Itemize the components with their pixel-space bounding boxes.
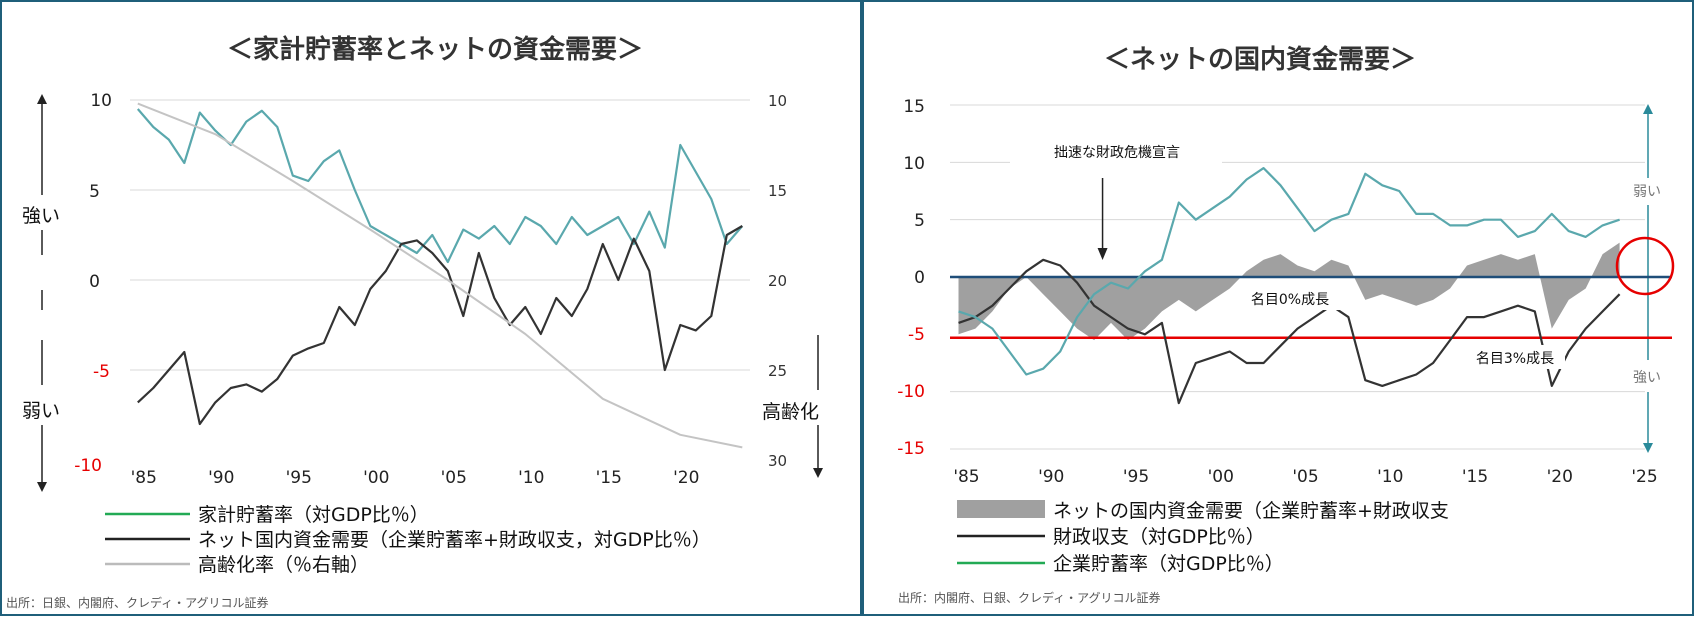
right-x-tick: '85: [953, 467, 979, 487]
legend-label-aging: 高齢化率（％右軸）: [198, 554, 369, 576]
right-chart-title: ＜ネットの国内資金需要＞: [1104, 44, 1416, 75]
left-right-axis-tick-labels: 10 15 20 25 30: [768, 92, 787, 470]
right-y-tick: 25: [768, 362, 787, 380]
right-y-tick: 15: [768, 182, 787, 200]
right-x-tick: '15: [1462, 467, 1488, 487]
right-y-tick: 10: [768, 92, 787, 110]
right-x-tick: '25: [1631, 467, 1657, 487]
right-x-tick: '05: [1292, 467, 1318, 487]
right-x-tick: '10: [1377, 467, 1403, 487]
right-legend: ネットの国内資金需要（企業貯蓄率+財政収支 財政収支（対GDP比％） 企業貯蓄率…: [957, 500, 1449, 575]
left-x-tick: '20: [673, 468, 699, 488]
legend-label-household: 家計貯蓄率（対GDP比％）: [198, 504, 429, 526]
left-label-aging: 高齢化: [762, 401, 819, 423]
left-x-tick: '95: [286, 468, 312, 488]
legend-label-fiscal: 財政収支（対GDP比％）: [1053, 526, 1265, 548]
highlight-circle: [1615, 236, 1675, 296]
label-box-3pct: [1465, 345, 1565, 369]
right-label-weak: 弱い: [1633, 184, 1661, 200]
left-series-2: [137, 102, 743, 449]
left-y-tick: 10: [90, 91, 112, 111]
annotation-nominal-3: 名目3%成長: [1476, 351, 1554, 367]
annotation-box: [1010, 138, 1222, 166]
left-strength-arrow: [37, 94, 47, 492]
legend-label-net: ネット国内資金需要（企業貯蓄率+財政収支，対GDP比％）: [198, 529, 711, 551]
right-chart-y-tick: -15: [897, 439, 925, 459]
left-x-tick: '05: [441, 468, 467, 488]
left-y-tick: 0: [89, 272, 100, 292]
annotation-nominal-0: 名目0%成長: [1251, 292, 1329, 308]
right-panel-frame: [862, 0, 1694, 616]
right-side-arrow: [1643, 104, 1653, 453]
left-chart-title: ＜家計貯蓄率とネットの資金需要＞: [227, 34, 643, 65]
annotation-arrow-head: [1097, 248, 1108, 260]
left-series-0: [136, 108, 744, 264]
right-chart-y-tick: -10: [897, 382, 925, 402]
left-legend: 家計貯蓄率（対GDP比％） ネット国内資金需要（企業貯蓄率+財政収支，対GDP比…: [105, 504, 711, 576]
right-x-tick: '90: [1038, 467, 1064, 487]
right-x-tick: '95: [1123, 467, 1149, 487]
right-series-line-1: [958, 258, 1621, 405]
left-series-line-2: [137, 102, 743, 449]
right-series-area-net: [958, 242, 1620, 341]
left-label-weak: 弱い: [22, 400, 60, 422]
left-x-tick: '10: [518, 468, 544, 488]
legend-label-net-area: ネットの国内資金需要（企業貯蓄率+財政収支: [1053, 500, 1449, 522]
right-chart-y-tick: 10: [903, 154, 925, 174]
right-chart-y-tick: 0: [914, 268, 925, 288]
label-box-0pct: [1240, 286, 1340, 310]
right-x-tick: '00: [1208, 467, 1234, 487]
left-series-line-1: [137, 225, 743, 426]
right-y-tick: 20: [768, 272, 787, 290]
annotation-fiscal-crisis: 拙速な財政危機宣言: [1054, 145, 1180, 161]
right-y-tick: 30: [768, 452, 787, 470]
left-panel-frame: [0, 0, 862, 616]
left-source-note: 出所：日銀、内閣府、クレディ・アグリコル証券: [6, 595, 269, 610]
legend-swatch-net-area: [957, 500, 1045, 518]
left-x-tick: '00: [363, 468, 389, 488]
aging-arrow: [813, 335, 823, 478]
right-series-line-2: [958, 167, 1620, 376]
left-x-tick: '15: [596, 468, 622, 488]
left-label-strong: 強い: [22, 205, 60, 227]
right-chart-y-tick: -5: [908, 325, 925, 345]
right-chart-y-tick: 15: [903, 97, 925, 117]
right-y-tick-labels: 15 10 5 0 -5 -10 -15: [897, 97, 925, 459]
left-y-tick: -10: [74, 456, 102, 476]
left-series-1: [137, 225, 743, 426]
legend-label-corporate: 企業貯蓄率（対GDP比％）: [1053, 553, 1284, 575]
left-y-tick-labels: 10 5 0 -5 -10: [74, 91, 112, 476]
right-x-tick: '20: [1547, 467, 1573, 487]
left-x-tick: '85: [131, 468, 157, 488]
right-chart-y-tick: 5: [914, 211, 925, 231]
left-y-tick: -5: [93, 362, 110, 382]
left-y-tick: 5: [89, 182, 100, 202]
left-x-tick: '90: [208, 468, 234, 488]
right-source-note: 出所：内閣府、日銀、クレディ・アグリコル証券: [898, 590, 1161, 605]
right-label-strong: 強い: [1633, 370, 1661, 386]
left-series-line-0: [136, 108, 744, 264]
